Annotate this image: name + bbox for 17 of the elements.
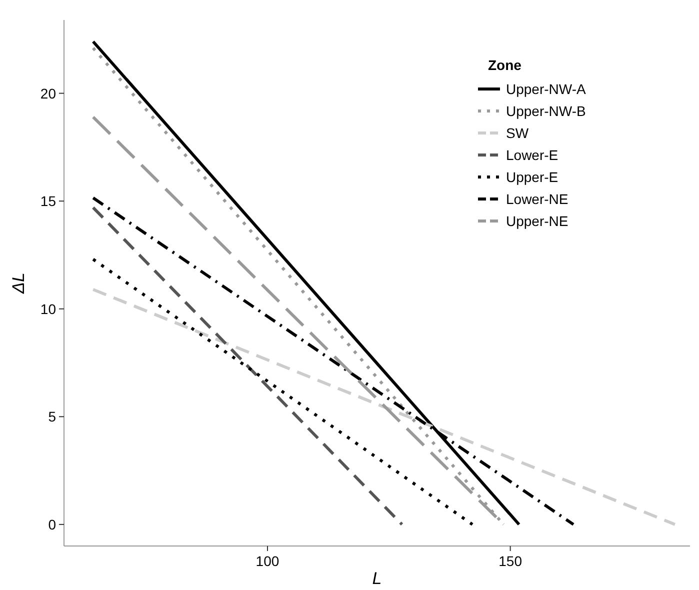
y-tick-label: 0	[48, 516, 56, 532]
legend-label: Upper-E	[506, 169, 558, 185]
legend-label: Upper-NW-B	[506, 103, 586, 119]
x-tick-label: 100	[256, 553, 280, 569]
legend-title: Zone	[488, 57, 522, 73]
legend-label: Upper-NE	[506, 213, 568, 229]
y-tick-label: 20	[40, 85, 56, 102]
legend-label: Lower-NE	[506, 191, 568, 207]
y-tick-label: 5	[48, 408, 56, 425]
y-tick-label: 15	[40, 193, 56, 210]
legend-label: Lower-E	[506, 147, 558, 163]
x-tick-label: 150	[498, 553, 522, 569]
y-tick-label: 10	[40, 300, 56, 317]
y-axis-title: ΔL	[9, 272, 28, 294]
legend-label: Upper-NW-A	[506, 81, 587, 97]
x-axis-title: L	[372, 569, 382, 588]
legend-label: SW	[506, 125, 530, 141]
